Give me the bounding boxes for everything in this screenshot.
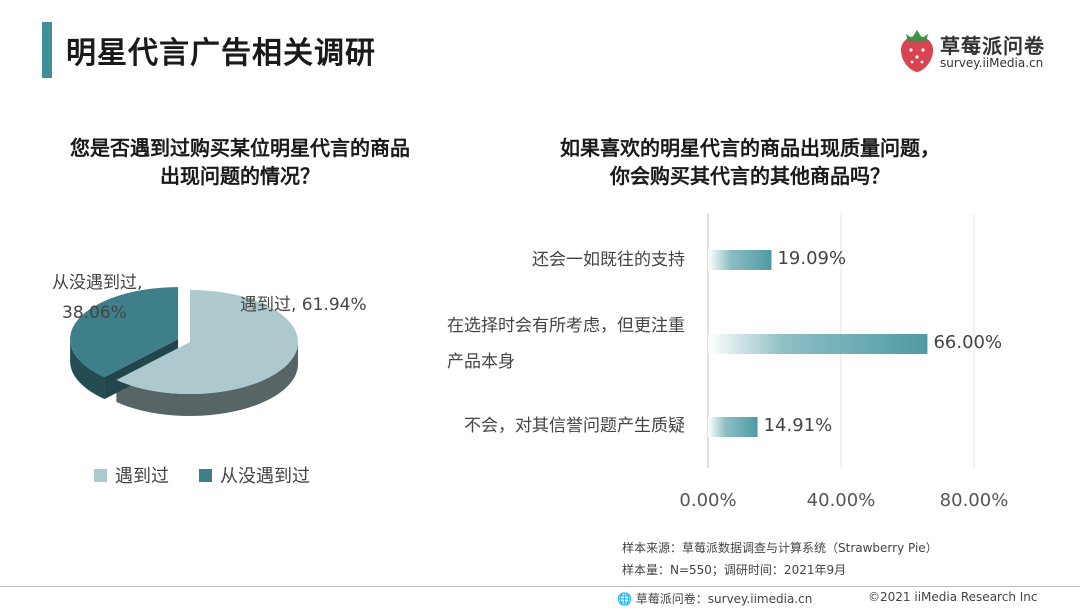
x-tick-label-1: 0.00% <box>679 490 737 511</box>
pie-label-never-line1: 从没遇到过, <box>52 273 143 293</box>
pie-chart-title: 您是否遇到过购买某位明星代言的商品 出现问题的情况？ <box>30 134 450 190</box>
legend-item-never: 从没遇到过 <box>199 462 310 488</box>
bar-value-label-3: 14.91% <box>763 415 833 436</box>
bar-category-label-3: 不会，对其信誉问题产生质疑 <box>464 408 685 444</box>
title-accent-bar <box>42 22 52 78</box>
bar-3 <box>708 417 758 437</box>
pie-slice-side-1 <box>116 342 298 416</box>
source-line2: 样本量：N=550；调研时间：2021年9月 <box>622 563 847 577</box>
bar-1 <box>708 250 772 270</box>
sample-source-note: 样本来源：草莓派数据调查与计算系统（Strawberry Pie） 样本量：N=… <box>622 537 938 581</box>
pie-slice-1 <box>116 290 299 394</box>
bar-category-1-line1: 还会一如既往的支持 <box>532 250 685 270</box>
strawberry-icon <box>900 30 934 72</box>
pie-legend: 遇到过 从没遇到过 <box>94 462 310 488</box>
bar-category-2-line2: 产品本身 <box>447 352 515 372</box>
legend-swatch-never <box>199 468 212 482</box>
bar-value-label-1: 19.09% <box>777 248 847 269</box>
pie-title-line2: 出现问题的情况？ <box>160 164 320 188</box>
legend-swatch-encountered <box>94 468 107 482</box>
source-line1: 样本来源：草莓派数据调查与计算系统（Strawberry Pie） <box>622 541 938 555</box>
bar-category-label-1: 还会一如既往的支持 <box>532 242 685 278</box>
bar-category-label-2: 在选择时会有所考虑，但更注重 产品本身 <box>447 308 685 380</box>
legend-label-encountered: 遇到过 <box>115 466 169 487</box>
pie-slice-2 <box>70 287 179 378</box>
pie-slice-side-2 <box>70 339 105 400</box>
footer-left: 🌐 草莓派问卷：survey.iimedia.cn <box>617 590 812 607</box>
legend-item-encountered: 遇到过 <box>94 462 169 488</box>
x-tick-label-3: 80.00% <box>939 490 1009 511</box>
pie-chart <box>70 287 299 416</box>
pie-title-line1: 您是否遇到过购买某位明星代言的商品 <box>70 136 410 160</box>
logo-name: 草莓派问卷 <box>940 34 1045 58</box>
bar-title-line1: 如果喜欢的明星代言的商品出现质量问题， <box>560 136 940 160</box>
brand-logo: 草莓派问卷 survey.iiMedia.cn <box>896 26 1056 74</box>
footer-copyright: ©2021 iiMedia Research Inc <box>868 590 1038 604</box>
footer-divider <box>0 586 1080 587</box>
bar-value-label-2: 66.00% <box>933 332 1003 353</box>
bar-chart: 还会一如既往的支持 在选择时会有所考虑，但更注重 产品本身 不会，对其信誉问题产… <box>380 214 1060 514</box>
legend-label-never: 从没遇到过 <box>220 466 310 487</box>
bar-chart-title: 如果喜欢的明星代言的商品出现质量问题， 你会购买其代言的其他商品吗？ <box>510 134 990 190</box>
bar-2 <box>708 334 928 354</box>
globe-icon: 🌐 <box>617 592 632 606</box>
bar-category-2-line1: 在选择时会有所考虑，但更注重 <box>447 316 685 336</box>
pie-label-never-line2: 38.06% <box>62 303 127 323</box>
logo-url: survey.iiMedia.cn <box>940 56 1044 70</box>
page-title: 明星代言广告相关调研 <box>66 36 376 71</box>
bar-category-3-line1: 不会，对其信誉问题产生质疑 <box>464 416 685 436</box>
bar-chart-plot <box>707 214 975 468</box>
footer-site: 草莓派问卷：survey.iimedia.cn <box>635 592 813 606</box>
bar-title-line2: 你会购买其代言的其他商品吗？ <box>610 164 890 188</box>
pie-label-encountered: 遇到过, 61.94% <box>240 295 367 315</box>
x-tick-label-2: 40.00% <box>806 490 876 511</box>
